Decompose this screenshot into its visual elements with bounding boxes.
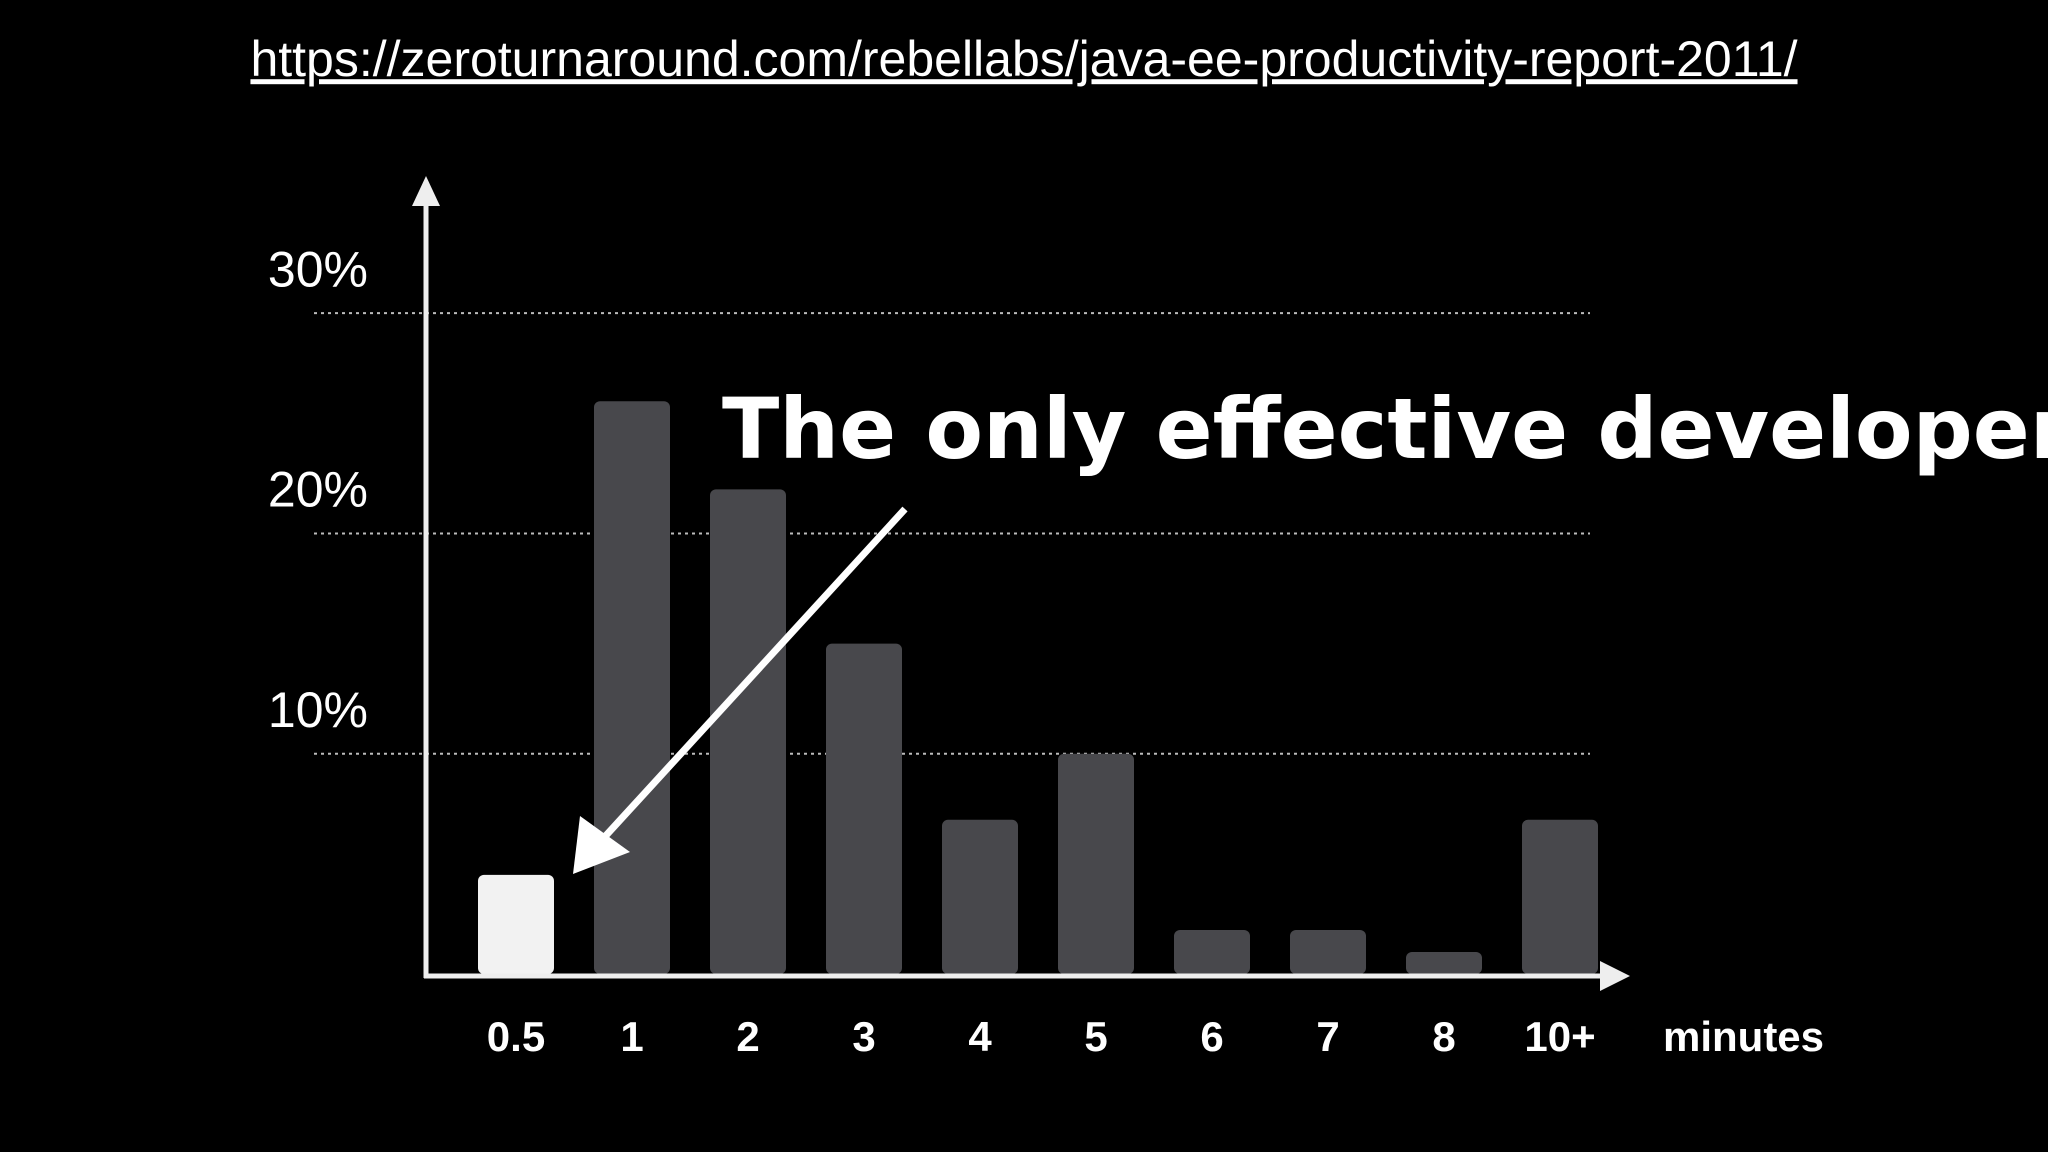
bar xyxy=(710,489,786,974)
bar xyxy=(1174,929,1250,974)
bar xyxy=(826,643,902,974)
bar xyxy=(478,874,554,974)
chart: 10% 20% 30% 0.5 1 2 3 4 5 6 7 8 10+ xyxy=(268,241,1598,1060)
x-tick-label: 2 xyxy=(736,1013,759,1060)
annotation-arrow xyxy=(597,506,908,845)
x-tick-label: 1 xyxy=(620,1013,643,1060)
x-tick-label: 7 xyxy=(1316,1013,1339,1060)
x-tick-label: 10+ xyxy=(1524,1013,1595,1060)
x-tick-label: 4 xyxy=(968,1013,992,1060)
bar xyxy=(1522,819,1598,974)
annotation-arrowhead xyxy=(573,816,630,874)
x-axis-arrow xyxy=(1600,961,1630,991)
bar xyxy=(942,819,1018,974)
x-tick-label: 5 xyxy=(1084,1013,1107,1060)
y-tick-label: 10% xyxy=(268,682,368,738)
x-tick-label: 0.5 xyxy=(487,1013,545,1060)
x-axis-label: minutes xyxy=(1663,1013,1824,1060)
y-tick-label: 20% xyxy=(268,462,368,518)
bar xyxy=(1406,951,1482,974)
x-tick-label: 8 xyxy=(1432,1013,1455,1060)
bar xyxy=(1058,753,1134,974)
x-tick-label: 3 xyxy=(852,1013,875,1060)
y-axis-arrow xyxy=(412,176,440,206)
y-tick-label: 30% xyxy=(268,241,368,297)
annotation: The only effective developers?? xyxy=(722,380,2048,478)
x-tick-label: 6 xyxy=(1200,1013,1223,1060)
bar xyxy=(594,401,670,974)
source-link[interactable]: https://zeroturnaround.com/rebellabs/jav… xyxy=(250,31,1797,87)
bar xyxy=(1290,929,1366,974)
